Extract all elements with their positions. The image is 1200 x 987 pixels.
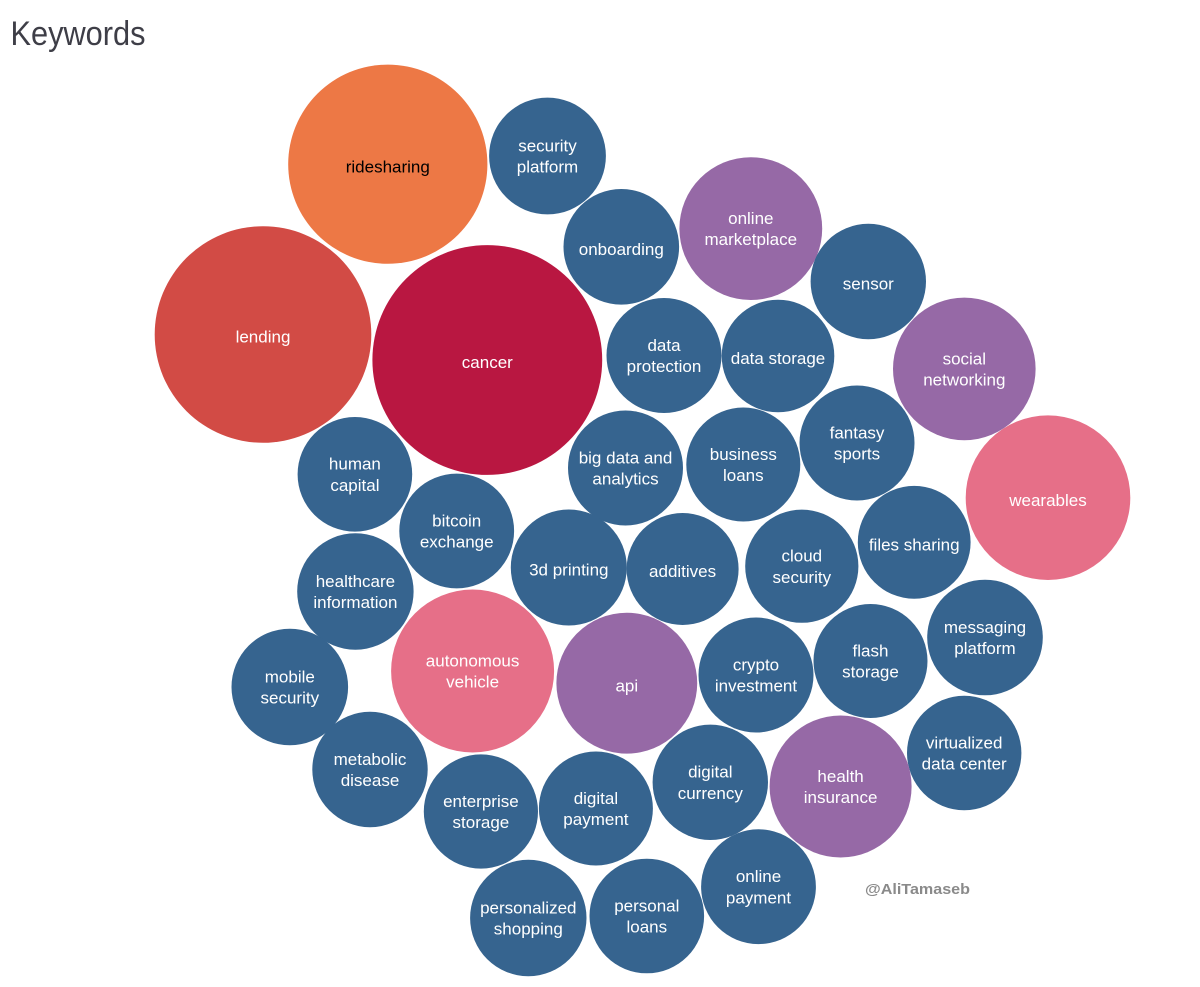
svg-text:human: human — [329, 455, 381, 474]
svg-text:investment: investment — [715, 677, 797, 696]
svg-text:messaging: messaging — [944, 618, 1026, 637]
svg-text:personal: personal — [614, 896, 679, 915]
svg-text:protection: protection — [627, 357, 702, 376]
svg-text:autonomous: autonomous — [426, 651, 520, 670]
svg-text:loans: loans — [723, 466, 764, 485]
svg-text:virtualized: virtualized — [926, 733, 1003, 752]
svg-text:healthcare: healthcare — [316, 572, 395, 591]
svg-text:insurance: insurance — [804, 788, 878, 807]
svg-text:marketplace: marketplace — [704, 230, 797, 249]
svg-text:exchange: exchange — [420, 533, 494, 552]
svg-text:platform: platform — [954, 639, 1015, 658]
svg-text:storage: storage — [453, 813, 510, 832]
svg-text:personalized: personalized — [480, 898, 576, 917]
svg-text:analytics: analytics — [592, 470, 658, 489]
svg-text:capital: capital — [330, 476, 379, 495]
svg-text:online: online — [736, 867, 781, 886]
svg-text:security: security — [773, 568, 832, 587]
svg-text:crypto: crypto — [733, 655, 779, 674]
svg-text:information: information — [313, 593, 397, 612]
svg-text:payment: payment — [726, 888, 791, 907]
svg-text:flash: flash — [853, 641, 889, 660]
svg-text:sensor: sensor — [843, 275, 894, 294]
svg-text:social: social — [943, 349, 986, 368]
svg-text:security: security — [518, 136, 577, 155]
svg-text:security: security — [261, 689, 320, 708]
svg-text:health: health — [817, 767, 863, 786]
svg-text:ridesharing: ridesharing — [346, 157, 430, 176]
svg-text:digital: digital — [574, 789, 618, 808]
svg-text:big data and: big data and — [579, 448, 673, 467]
svg-text:platform: platform — [517, 158, 578, 177]
svg-text:cancer: cancer — [462, 353, 513, 372]
svg-text:cloud: cloud — [781, 547, 822, 566]
svg-text:loans: loans — [626, 918, 667, 937]
svg-text:networking: networking — [923, 371, 1005, 390]
svg-text:enterprise: enterprise — [443, 792, 519, 811]
svg-text:bitcoin: bitcoin — [432, 511, 481, 530]
svg-text:shopping: shopping — [494, 920, 563, 939]
svg-text:data storage: data storage — [731, 349, 826, 368]
svg-text:mobile: mobile — [265, 667, 315, 686]
svg-text:onboarding: onboarding — [579, 240, 664, 259]
svg-text:storage: storage — [842, 663, 899, 682]
svg-text:currency: currency — [678, 784, 744, 803]
svg-text:metabolic: metabolic — [334, 750, 407, 769]
svg-text:Keywords: Keywords — [11, 15, 146, 53]
svg-text:data: data — [647, 336, 681, 355]
svg-text:digital: digital — [688, 763, 732, 782]
svg-text:sports: sports — [834, 445, 880, 464]
svg-text:api: api — [615, 676, 638, 695]
svg-text:fantasy: fantasy — [830, 423, 885, 442]
svg-text:additives: additives — [649, 562, 716, 581]
svg-text:business: business — [710, 445, 777, 464]
svg-text:wearables: wearables — [1008, 491, 1087, 510]
svg-text:data center: data center — [922, 755, 1007, 774]
svg-text:3d printing: 3d printing — [529, 561, 608, 580]
svg-text:payment: payment — [563, 810, 628, 829]
svg-text:@AliTamaseb: @AliTamaseb — [865, 881, 970, 898]
svg-text:vehicle: vehicle — [446, 673, 499, 692]
svg-text:disease: disease — [341, 771, 400, 790]
svg-text:lending: lending — [236, 328, 291, 347]
svg-text:online: online — [728, 209, 773, 228]
svg-text:files sharing: files sharing — [869, 536, 960, 555]
